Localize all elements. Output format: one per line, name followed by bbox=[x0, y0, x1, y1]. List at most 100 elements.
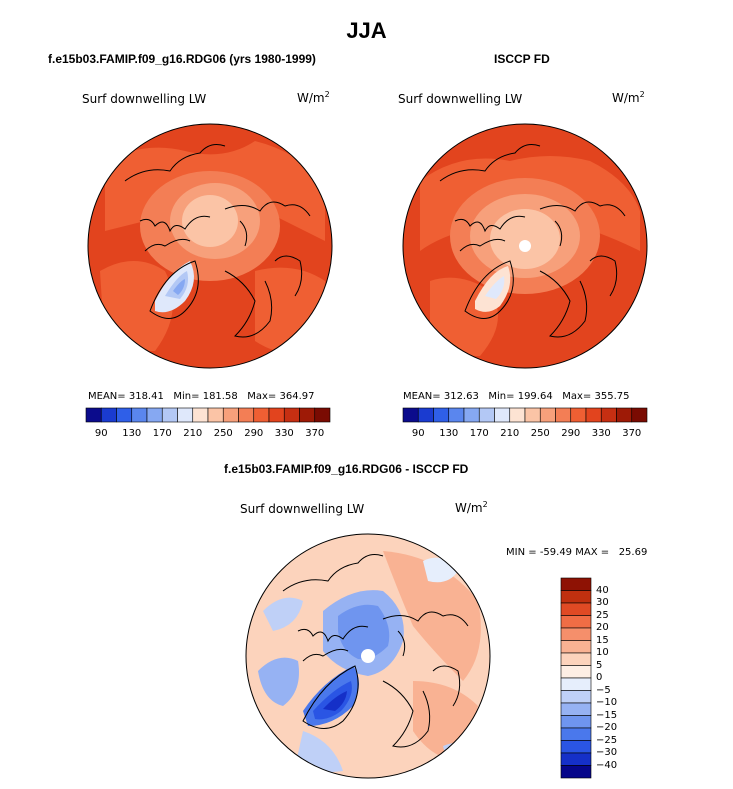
colorbar-tick-label: 25 bbox=[596, 609, 609, 621]
panel-obs-colorbar-ticks: 90 130 170 210 250 290 330 370 bbox=[403, 428, 647, 442]
colorbar-tick-label: −40 bbox=[596, 759, 618, 771]
panel-model-units: W/m2 bbox=[297, 90, 330, 105]
panel-model-map bbox=[87, 123, 333, 369]
colorbar-swatch bbox=[177, 407, 194, 423]
figure-title: JJA bbox=[346, 18, 387, 43]
colorbar-swatch bbox=[560, 627, 592, 641]
colorbar-swatch bbox=[560, 715, 592, 729]
colorbar-swatch bbox=[85, 407, 102, 423]
colorbar-swatch bbox=[478, 407, 495, 423]
colorbar-swatch bbox=[299, 407, 316, 423]
panel-diff-variable: Surf downwelling LW bbox=[240, 502, 365, 516]
colorbar-swatch bbox=[100, 407, 117, 423]
colorbar-swatch bbox=[560, 577, 592, 591]
colorbar-swatch bbox=[463, 407, 480, 423]
colorbar-swatch bbox=[631, 407, 648, 423]
colorbar-swatch bbox=[314, 407, 331, 423]
colorbar-swatch bbox=[283, 407, 300, 423]
colorbar-swatch bbox=[222, 407, 239, 423]
colorbar-swatch bbox=[560, 727, 592, 741]
colorbar-swatch bbox=[560, 615, 592, 629]
colorbar-swatch bbox=[402, 407, 419, 423]
panel-obs-heading: ISCCP FD bbox=[494, 52, 550, 66]
panel-obs-stats: MEAN= 312.63 Min= 199.64 Max= 355.75 bbox=[403, 391, 630, 402]
colorbar-tick-label: 250 bbox=[530, 428, 550, 439]
colorbar-tick-label: 130 bbox=[439, 428, 459, 439]
colorbar-swatch bbox=[560, 740, 592, 754]
panel-diff-units: W/m2 bbox=[455, 500, 488, 515]
colorbar-tick-label: 90 bbox=[411, 428, 425, 439]
colorbar-swatch bbox=[116, 407, 133, 423]
colorbar-tick-label: −30 bbox=[596, 747, 618, 758]
panel-diff-colorbar bbox=[560, 577, 592, 779]
panel-obs-units: W/m2 bbox=[612, 90, 645, 105]
panel-diff-stats: MIN = -59.49 MAX = 25.69 bbox=[506, 547, 648, 558]
colorbar-swatch bbox=[448, 407, 465, 423]
colorbar-tick-label: 30 bbox=[596, 597, 609, 608]
panel-model-heading: f.e15b03.FAMIP.f09_g16.RDG06 (yrs 1980-1… bbox=[48, 52, 316, 66]
colorbar-swatch bbox=[253, 407, 270, 423]
colorbar-tick-label: 370 bbox=[622, 428, 642, 439]
colorbar-tick-label: 90 bbox=[94, 428, 108, 439]
colorbar-tick-label: 290 bbox=[244, 428, 264, 439]
colorbar-tick-label: 370 bbox=[305, 428, 325, 439]
colorbar-tick-label: 0 bbox=[596, 672, 603, 683]
colorbar-tick-label: 15 bbox=[596, 634, 609, 646]
colorbar-tick-label: 250 bbox=[213, 428, 233, 439]
panel-obs-variable: Surf downwelling LW bbox=[398, 92, 523, 106]
colorbar-swatch bbox=[509, 407, 526, 423]
colorbar-tick-label: 130 bbox=[122, 428, 142, 439]
panel-diff-heading: f.e15b03.FAMIP.f09_g16.RDG06 - ISCCP FD bbox=[224, 462, 469, 476]
colorbar-tick-label: −25 bbox=[596, 734, 618, 746]
colorbar-tick-label: 210 bbox=[183, 428, 203, 439]
colorbar-swatch bbox=[417, 407, 434, 423]
panel-obs-colorbar bbox=[402, 407, 648, 423]
colorbar-swatch bbox=[192, 407, 209, 423]
colorbar-tick-label: 330 bbox=[274, 428, 294, 439]
colorbar-tick-label: 210 bbox=[500, 428, 520, 439]
panel-model-colorbar-ticks: 90 130 170 210 250 290 330 370 bbox=[86, 428, 330, 442]
panel-diff-colorbar-ticks: 40 30 25 20 15 10 5 0 −5 −10 −15 −20 −25 −30 −40 bbox=[596, 578, 636, 778]
panel-model-colorbar bbox=[85, 407, 331, 423]
colorbar-swatch bbox=[494, 407, 511, 423]
colorbar-swatch bbox=[560, 590, 592, 604]
panel-obs-map bbox=[402, 123, 648, 369]
colorbar-tick-label: −5 bbox=[596, 684, 611, 696]
colorbar-swatch bbox=[131, 407, 148, 423]
colorbar-swatch bbox=[560, 665, 592, 679]
colorbar-swatch bbox=[616, 407, 633, 423]
colorbar-swatch bbox=[585, 407, 602, 423]
colorbar-swatch bbox=[539, 407, 556, 423]
colorbar-tick-label: 20 bbox=[596, 622, 609, 633]
colorbar-swatch bbox=[207, 407, 224, 423]
colorbar-swatch bbox=[560, 677, 592, 691]
colorbar-tick-label: 40 bbox=[596, 584, 609, 596]
colorbar-swatch bbox=[524, 407, 541, 423]
colorbar-tick-label: 170 bbox=[152, 428, 172, 439]
colorbar-swatch bbox=[560, 640, 592, 654]
colorbar-tick-label: −10 bbox=[596, 697, 618, 708]
colorbar-tick-label: 170 bbox=[469, 428, 489, 439]
colorbar-swatch bbox=[268, 407, 285, 423]
colorbar-swatch bbox=[560, 602, 592, 616]
panel-model-stats: MEAN= 318.41 Min= 181.58 Max= 364.97 bbox=[88, 391, 315, 402]
panel-diff-map bbox=[245, 533, 491, 779]
colorbar-tick-label: −20 bbox=[596, 722, 618, 733]
colorbar-swatch bbox=[560, 652, 592, 666]
colorbar-tick-label: 290 bbox=[561, 428, 581, 439]
colorbar-swatch bbox=[238, 407, 255, 423]
colorbar-tick-label: −15 bbox=[596, 709, 618, 721]
colorbar-swatch bbox=[560, 690, 592, 704]
colorbar-swatch bbox=[600, 407, 617, 423]
colorbar-tick-label: 10 bbox=[596, 647, 609, 658]
colorbar-swatch bbox=[570, 407, 587, 423]
colorbar-swatch bbox=[560, 765, 592, 779]
panel-model-variable: Surf downwelling LW bbox=[82, 92, 207, 106]
colorbar-swatch bbox=[146, 407, 163, 423]
colorbar-tick-label: 330 bbox=[591, 428, 611, 439]
colorbar-swatch bbox=[560, 702, 592, 716]
colorbar-swatch bbox=[555, 407, 572, 423]
colorbar-swatch bbox=[433, 407, 450, 423]
colorbar-tick-label: 5 bbox=[596, 659, 603, 671]
colorbar-swatch bbox=[560, 752, 592, 766]
